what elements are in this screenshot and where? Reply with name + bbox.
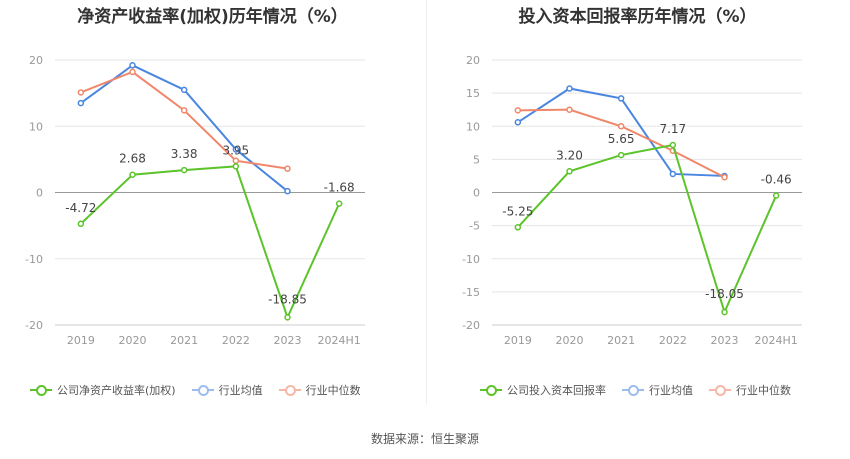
y-tick-label: -20 bbox=[462, 319, 480, 332]
data-label: -4.72 bbox=[65, 201, 96, 215]
legend-roe: 公司净资产收益率(加权) 行业均值 行业中位数 bbox=[30, 382, 377, 398]
x-tick-label: 2021 bbox=[170, 334, 198, 347]
legend-label-company: 公司净资产收益率(加权) bbox=[57, 384, 176, 397]
data-label: 5.65 bbox=[608, 132, 635, 146]
y-tick-label: 15 bbox=[466, 87, 480, 100]
y-tick-label: 10 bbox=[29, 120, 43, 133]
y-tick-label: 10 bbox=[466, 120, 480, 133]
y-tick-label: -5 bbox=[469, 220, 480, 233]
data-point-median bbox=[232, 157, 240, 164]
data-point-avg bbox=[566, 85, 573, 92]
legend-swatch-company bbox=[480, 383, 502, 397]
data-label: -5.25 bbox=[502, 204, 533, 218]
data-point-avg bbox=[284, 187, 291, 195]
data-label: 3.20 bbox=[556, 148, 583, 162]
legend-item-company[interactable]: 公司投入资本回报率 bbox=[480, 382, 606, 398]
legend-label-median: 行业中位数 bbox=[305, 384, 361, 397]
y-tick-label: 0 bbox=[36, 187, 43, 200]
legend-swatch-avg bbox=[622, 383, 644, 397]
data-label: 3.95 bbox=[222, 143, 249, 157]
data-label: 2.68 bbox=[119, 152, 146, 166]
data-point-avg bbox=[129, 62, 136, 69]
data-label: -0.46 bbox=[761, 173, 792, 187]
y-tick-label: 20 bbox=[29, 54, 43, 67]
legend-item-avg[interactable]: 行业均值 bbox=[622, 382, 693, 398]
y-tick-label: 5 bbox=[473, 153, 480, 166]
x-tick-label: 2019 bbox=[504, 334, 532, 347]
chart-title-roic: 投入资本回报率历年情况（%） bbox=[518, 7, 757, 27]
x-tick-label: 2020 bbox=[119, 334, 147, 347]
x-tick-label: 2023 bbox=[711, 334, 739, 347]
legend-roic: 公司投入资本回报率 行业均值 行业中位数 bbox=[480, 382, 807, 398]
data-point-median bbox=[284, 165, 291, 172]
y-tick-label: -15 bbox=[462, 286, 480, 299]
data-point-company bbox=[335, 200, 343, 207]
data-point-company bbox=[669, 141, 677, 149]
legend-item-median[interactable]: 行业中位数 bbox=[278, 382, 361, 398]
legend-label-median: 行业中位数 bbox=[736, 384, 791, 397]
data-point-avg bbox=[232, 146, 240, 153]
y-tick-label: 0 bbox=[473, 187, 480, 200]
data-point-company bbox=[772, 192, 780, 199]
x-tick-label: 2022 bbox=[659, 334, 687, 347]
legend-swatch-median bbox=[278, 383, 301, 397]
data-label: 7.17 bbox=[659, 122, 686, 136]
legend-label-avg: 行业均值 bbox=[218, 384, 263, 397]
series-line-company bbox=[80, 165, 341, 321]
data-point-avg bbox=[180, 86, 188, 94]
data-point-avg bbox=[77, 99, 85, 107]
y-tick-label: -10 bbox=[462, 253, 480, 266]
data-point-company bbox=[232, 163, 240, 170]
data-point-median bbox=[721, 174, 728, 181]
legend-label-avg: 行业均值 bbox=[649, 384, 693, 397]
x-tick-label: 2024H1 bbox=[755, 334, 798, 347]
data-label: -18.85 bbox=[268, 292, 307, 306]
legend-item-avg[interactable]: 行业均值 bbox=[191, 382, 263, 398]
y-tick-label: -10 bbox=[25, 253, 43, 266]
legend-swatch-median bbox=[709, 383, 731, 397]
x-tick-label: 2023 bbox=[274, 334, 302, 347]
data-point-company bbox=[617, 151, 625, 159]
data-point-avg bbox=[669, 170, 677, 178]
data-point-company bbox=[180, 166, 188, 174]
legend-swatch-avg bbox=[191, 383, 214, 397]
data-point-company bbox=[284, 314, 291, 321]
y-tick-label: -20 bbox=[25, 319, 43, 332]
data-point-avg bbox=[514, 119, 522, 126]
data-label: -1.68 bbox=[324, 181, 355, 195]
chart-divider bbox=[426, 0, 427, 405]
data-point-median bbox=[77, 89, 85, 96]
data-point-median bbox=[180, 107, 188, 114]
chart-title-roe: 净资产收益率(加权)历年情况（%） bbox=[77, 7, 348, 27]
legend-item-company[interactable]: 公司净资产收益率(加权) bbox=[30, 382, 176, 398]
x-tick-label: 2024H1 bbox=[318, 334, 361, 347]
data-label: 3.38 bbox=[171, 147, 198, 161]
data-point-company bbox=[721, 308, 728, 316]
data-point-company bbox=[77, 220, 85, 228]
y-tick-label: 20 bbox=[466, 54, 480, 67]
data-point-median bbox=[129, 68, 136, 76]
x-tick-label: 2022 bbox=[222, 334, 250, 347]
roe-chart: 20 10 0 -10 -20 2019 2020 2021 2022 2023 2024H1 -4.… bbox=[25, 54, 365, 347]
x-tick-label: 2021 bbox=[607, 334, 635, 347]
data-point-company bbox=[514, 224, 522, 231]
data-point-median bbox=[617, 123, 625, 130]
x-tick-label: 2020 bbox=[556, 334, 584, 347]
data-point-company bbox=[129, 171, 136, 178]
data-label: -18.05 bbox=[705, 287, 744, 301]
data-point-median bbox=[514, 107, 522, 114]
legend-item-median[interactable]: 行业中位数 bbox=[709, 382, 791, 398]
legend-swatch-company bbox=[30, 383, 52, 397]
data-source: 数据来源：恒生聚源 bbox=[370, 432, 479, 446]
series-line-company bbox=[517, 143, 778, 315]
legend-label-company: 公司投入资本回报率 bbox=[507, 384, 606, 397]
data-point-company bbox=[566, 168, 573, 175]
data-point-avg bbox=[617, 95, 625, 102]
data-point-median bbox=[566, 106, 573, 113]
x-tick-label: 2019 bbox=[67, 334, 95, 347]
roic-chart: 20 15 10 5 0 -5 -10 -15 -20 2019 2020 2021 2022 2023 2… bbox=[462, 54, 802, 347]
